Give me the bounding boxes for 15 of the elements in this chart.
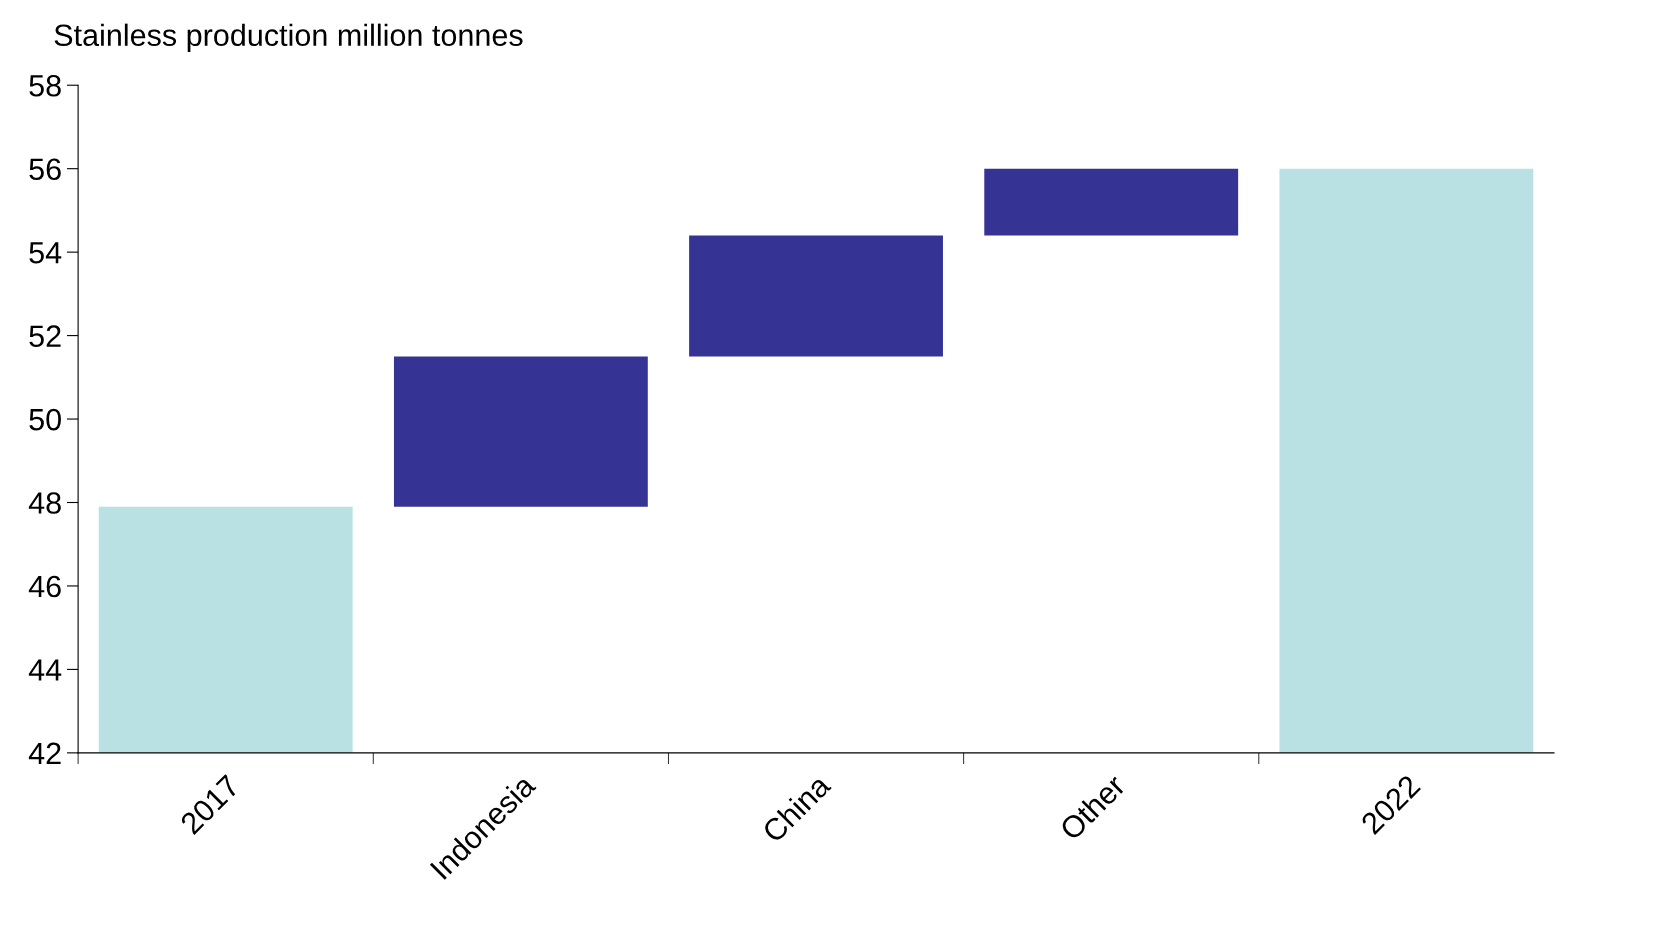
y-tick-label: 56 [29,158,61,181]
y-tick-label: 44 [28,659,62,681]
bar [689,235,943,357]
y-tick-label: 50 [29,408,61,431]
y-tick-label: 54 [29,242,62,264]
bar [98,506,353,753]
bar [984,168,1239,236]
y-tick-label: 42 [28,742,61,764]
y-tick-label: 52 [29,325,61,347]
chart-title: Stainless production million tonnes [54,23,523,53]
bar [393,356,648,507]
y-tick-label: 48 [28,492,61,514]
y-tick-label: 58 [29,74,61,97]
bar [1279,168,1534,753]
y-tick-label: 46 [28,575,61,598]
